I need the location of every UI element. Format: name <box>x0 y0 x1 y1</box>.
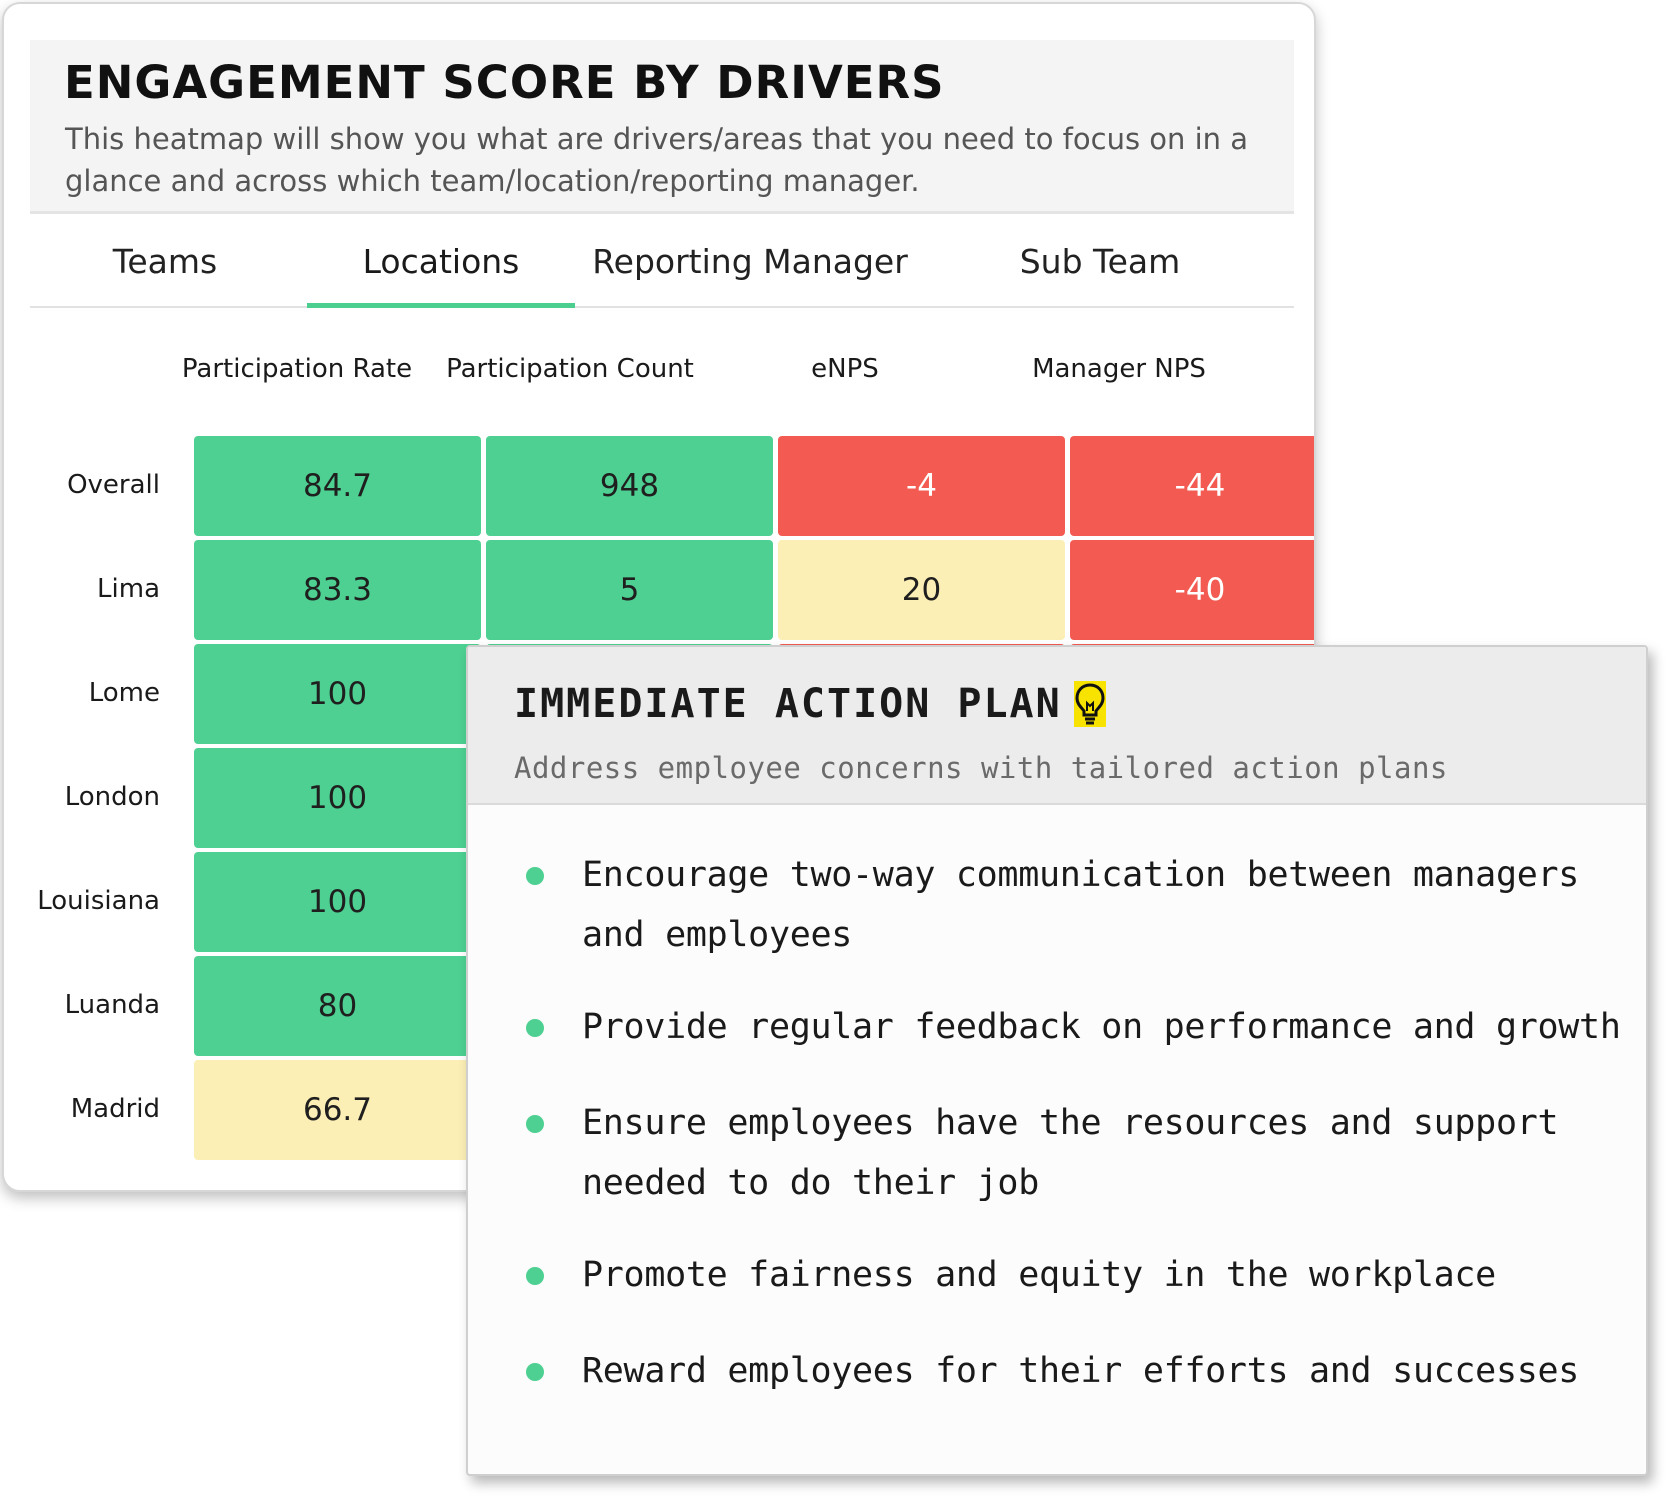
lightbulb-icon <box>1073 681 1106 727</box>
bullet-icon <box>526 1115 544 1133</box>
heatmap-cell[interactable]: 20 <box>778 540 1065 640</box>
column-header-participation-rate: Participation Rate <box>181 354 413 384</box>
heatmap-description: This heatmap will show you what are driv… <box>65 122 1249 198</box>
action-plan-subtitle: Address employee concerns with tailored … <box>514 751 1448 785</box>
row-label-overall: Overall <box>67 470 160 500</box>
action-item-text: Ensure employees have the resources and … <box>582 1103 1559 1203</box>
action-plan-title: IMMEDIATE ACTION PLAN <box>514 681 1106 727</box>
heatmap-cell[interactable]: -44 <box>1070 436 1314 536</box>
column-header-participation-count: Participation Count <box>446 354 694 384</box>
tab-bar: Teams Locations Reporting Manager Sub Te… <box>30 236 1294 308</box>
heatmap-cell[interactable]: 5 <box>486 540 773 640</box>
heatmap-header: ENGAGEMENT SCORE BY DRIVERS This heatmap… <box>30 40 1294 214</box>
row-label-luanda: Luanda <box>64 990 160 1020</box>
heatmap-cell[interactable]: -4 <box>778 436 1065 536</box>
heatmap-cell[interactable]: 84.7 <box>194 436 481 536</box>
bullet-icon <box>526 1363 544 1381</box>
heatmap-cell[interactable]: 83.3 <box>194 540 481 640</box>
heatmap-cell[interactable]: 100 <box>194 852 481 952</box>
heatmap-cell[interactable]: 66.7 <box>194 1060 481 1160</box>
bullet-icon <box>526 1019 544 1037</box>
tab-locations[interactable]: Locations <box>307 236 575 308</box>
action-item-text: Reward employees for their efforts and s… <box>582 1351 1580 1391</box>
row-label-louisiana: Louisiana <box>37 886 160 916</box>
heatmap-cell[interactable]: 80 <box>194 956 481 1056</box>
bullet-icon <box>526 867 544 885</box>
action-item-text: Promote fairness and equity in the workp… <box>582 1255 1496 1295</box>
column-header-enps: eNPS <box>811 354 879 384</box>
row-label-lome: Lome <box>88 678 160 708</box>
heatmap-title: ENGAGEMENT SCORE BY DRIVERS <box>64 56 945 109</box>
column-header-manager-nps: Manager NPS <box>1032 354 1206 384</box>
heatmap-cell[interactable]: 100 <box>194 748 481 848</box>
bullet-icon <box>526 1267 544 1285</box>
action-plan-title-text: IMMEDIATE ACTION PLAN <box>514 681 1062 727</box>
action-item-text: Encourage two-way communication between … <box>582 855 1580 955</box>
tab-reporting-manager[interactable]: Reporting Manager <box>592 242 908 281</box>
action-plan-header: IMMEDIATE ACTION PLAN Address employee c… <box>468 647 1646 805</box>
heatmap-cell[interactable]: -40 <box>1070 540 1314 640</box>
row-label-madrid: Madrid <box>70 1094 160 1124</box>
row-label-lima: Lima <box>97 574 160 604</box>
action-item-text: Provide regular feedback on performance … <box>582 1007 1621 1047</box>
row-label-london: London <box>64 782 160 812</box>
heatmap-cell[interactable]: 948 <box>486 436 773 536</box>
tab-teams[interactable]: Teams <box>112 242 218 281</box>
action-plan-card: IMMEDIATE ACTION PLAN Address employee c… <box>466 645 1648 1476</box>
tab-sub-team[interactable]: Sub Team <box>1019 242 1181 281</box>
heatmap-cell[interactable]: 100 <box>194 644 481 744</box>
